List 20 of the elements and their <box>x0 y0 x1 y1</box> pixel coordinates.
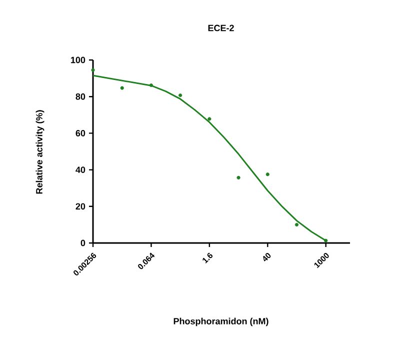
y-tick-label: 100 <box>71 56 86 64</box>
y-tick-label: 0 <box>80 240 86 246</box>
y-tick-label: 60 <box>76 130 86 136</box>
point <box>149 83 154 88</box>
point <box>294 222 299 226</box>
point <box>236 176 240 180</box>
point <box>120 86 124 90</box>
point <box>178 94 182 98</box>
point <box>324 238 328 242</box>
y-tick-label: 20 <box>76 203 86 210</box>
y-tick-label: 40 <box>76 166 86 173</box>
x-tick-label: 1.6 <box>202 252 213 264</box>
point <box>91 68 95 72</box>
point <box>208 117 212 121</box>
x-tick-label: 40 <box>263 253 271 262</box>
y-axis-title: Relative activity (%) <box>36 110 44 194</box>
y-tick-label: 80 <box>76 93 86 100</box>
x-axis-title: Phosphoramidon (nM) <box>174 318 268 326</box>
point <box>266 172 270 176</box>
chart-title: ECE-2 <box>208 24 234 32</box>
